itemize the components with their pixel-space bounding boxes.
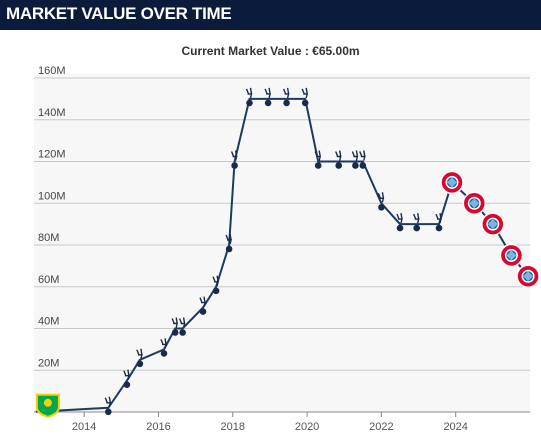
- data-point-spurs-icon[interactable]: [413, 212, 420, 232]
- spurs-ball: [359, 162, 367, 169]
- data-point-spurs-icon[interactable]: [225, 233, 233, 253]
- data-point-spurs-icon[interactable]: [160, 338, 168, 357]
- y-tick-label: 100M: [38, 190, 66, 202]
- spurs-ball: [225, 245, 233, 253]
- spurs-cockerel: [160, 338, 167, 349]
- spurs-ball: [283, 99, 290, 107]
- y-tick-label: 120M: [38, 149, 66, 161]
- spurs-ball: [231, 162, 238, 169]
- spurs-cockerel: [178, 317, 186, 328]
- data-point-spurs-icon[interactable]: [104, 396, 112, 416]
- data-point-spurs-icon[interactable]: [212, 275, 220, 295]
- spurs-ball: [212, 287, 220, 295]
- spurs-cockerel: [301, 87, 309, 99]
- spurs-cockerel: [230, 150, 238, 161]
- spurs-ball: [314, 162, 322, 169]
- data-point-spurs-icon[interactable]: [245, 87, 253, 107]
- data-point-spurs-icon[interactable]: [314, 150, 322, 169]
- spurs-cockerel: [123, 369, 130, 380]
- chart-title: Current Market Value : €65.00m: [181, 44, 360, 58]
- data-point-spurs-icon[interactable]: [301, 87, 309, 107]
- x-tick-label: 2018: [221, 421, 245, 433]
- section-header: MARKET VALUE OVER TIME: [0, 0, 541, 30]
- y-tick-label: 40M: [38, 316, 59, 328]
- data-point-spurs-icon[interactable]: [335, 150, 342, 169]
- x-tick-label: 2014: [72, 421, 96, 433]
- data-point-spurs-icon[interactable]: [377, 192, 385, 211]
- spurs-ball: [179, 329, 186, 336]
- data-point-bayern-icon[interactable]: [462, 191, 487, 216]
- section-title: MARKET VALUE OVER TIME: [6, 4, 232, 23]
- x-tick-label: 2016: [146, 421, 170, 433]
- spurs-cockerel: [264, 87, 271, 99]
- y-tick-label: 60M: [38, 274, 59, 286]
- spurs-ball: [199, 308, 207, 315]
- plot-area: [34, 74, 530, 412]
- data-point-bayern-icon[interactable]: [516, 264, 540, 289]
- spurs-ball: [301, 99, 309, 107]
- spurs-cockerel: [104, 396, 112, 407]
- spurs-cockerel: [396, 212, 403, 224]
- data-point-spurs-icon[interactable]: [178, 317, 186, 336]
- data-point-spurs-icon[interactable]: [123, 369, 131, 388]
- spurs-cockerel: [435, 212, 442, 224]
- spurs-cockerel: [377, 192, 385, 203]
- spurs-ball: [396, 224, 404, 232]
- spurs-ball: [171, 329, 179, 336]
- spurs-ball: [136, 360, 144, 368]
- spurs-ball: [160, 350, 168, 357]
- x-tick-label: 2024: [443, 421, 467, 433]
- spurs-cockerel: [199, 296, 206, 307]
- spurs-ball: [435, 224, 443, 232]
- norwich-badge-canary: [43, 398, 52, 407]
- data-point-bayern-icon[interactable]: [481, 212, 505, 236]
- spurs-cockerel: [359, 150, 366, 161]
- y-tick-label: 20M: [38, 357, 59, 369]
- x-tick-label: 2020: [295, 421, 319, 433]
- y-tick-label: 140M: [38, 107, 66, 119]
- spurs-cockerel: [335, 150, 342, 161]
- spurs-cockerel: [282, 87, 290, 99]
- spurs-ball: [352, 162, 359, 169]
- data-point-spurs-icon[interactable]: [282, 87, 290, 107]
- data-point-spurs-icon[interactable]: [396, 212, 404, 232]
- bayern-badge-pattern: [487, 219, 498, 230]
- data-point-norwich-icon[interactable]: [35, 393, 60, 418]
- spurs-cockerel: [171, 317, 179, 328]
- spurs-cockerel: [136, 348, 143, 359]
- data-point-spurs-icon[interactable]: [230, 150, 238, 169]
- spurs-ball: [246, 99, 253, 107]
- spurs-ball: [105, 408, 112, 416]
- y-tick-label: 160M: [38, 65, 66, 77]
- spurs-ball: [123, 381, 131, 388]
- spurs-cockerel: [314, 150, 322, 161]
- data-point-spurs-icon[interactable]: [264, 87, 272, 107]
- y-tick-label: 80M: [38, 232, 59, 244]
- spurs-cockerel: [245, 87, 253, 99]
- data-point-spurs-icon[interactable]: [171, 317, 179, 336]
- data-point-bayern-icon[interactable]: [440, 170, 464, 195]
- data-point-spurs-icon[interactable]: [199, 296, 207, 315]
- spurs-cockerel: [351, 150, 359, 161]
- data-point-spurs-icon[interactable]: [136, 348, 144, 368]
- spurs-cockerel: [413, 212, 420, 224]
- spurs-ball: [264, 99, 272, 107]
- data-point-spurs-icon[interactable]: [435, 212, 443, 232]
- data-point-spurs-icon[interactable]: [359, 150, 367, 169]
- series-line: [35, 97, 529, 413]
- x-tick-label: 2022: [369, 421, 393, 433]
- bayern-badge-pattern: [506, 250, 517, 261]
- bayern-badge-pattern: [469, 198, 480, 209]
- spurs-cockerel: [212, 275, 219, 286]
- bayern-badge-pattern: [523, 271, 534, 282]
- spurs-ball: [378, 204, 385, 211]
- spurs-ball: [335, 162, 342, 169]
- spurs-cockerel: [225, 233, 232, 245]
- spurs-ball: [413, 224, 420, 232]
- data-point-bayern-icon[interactable]: [499, 243, 524, 268]
- bayern-badge-pattern: [447, 177, 457, 188]
- data-point-spurs-icon[interactable]: [351, 150, 359, 169]
